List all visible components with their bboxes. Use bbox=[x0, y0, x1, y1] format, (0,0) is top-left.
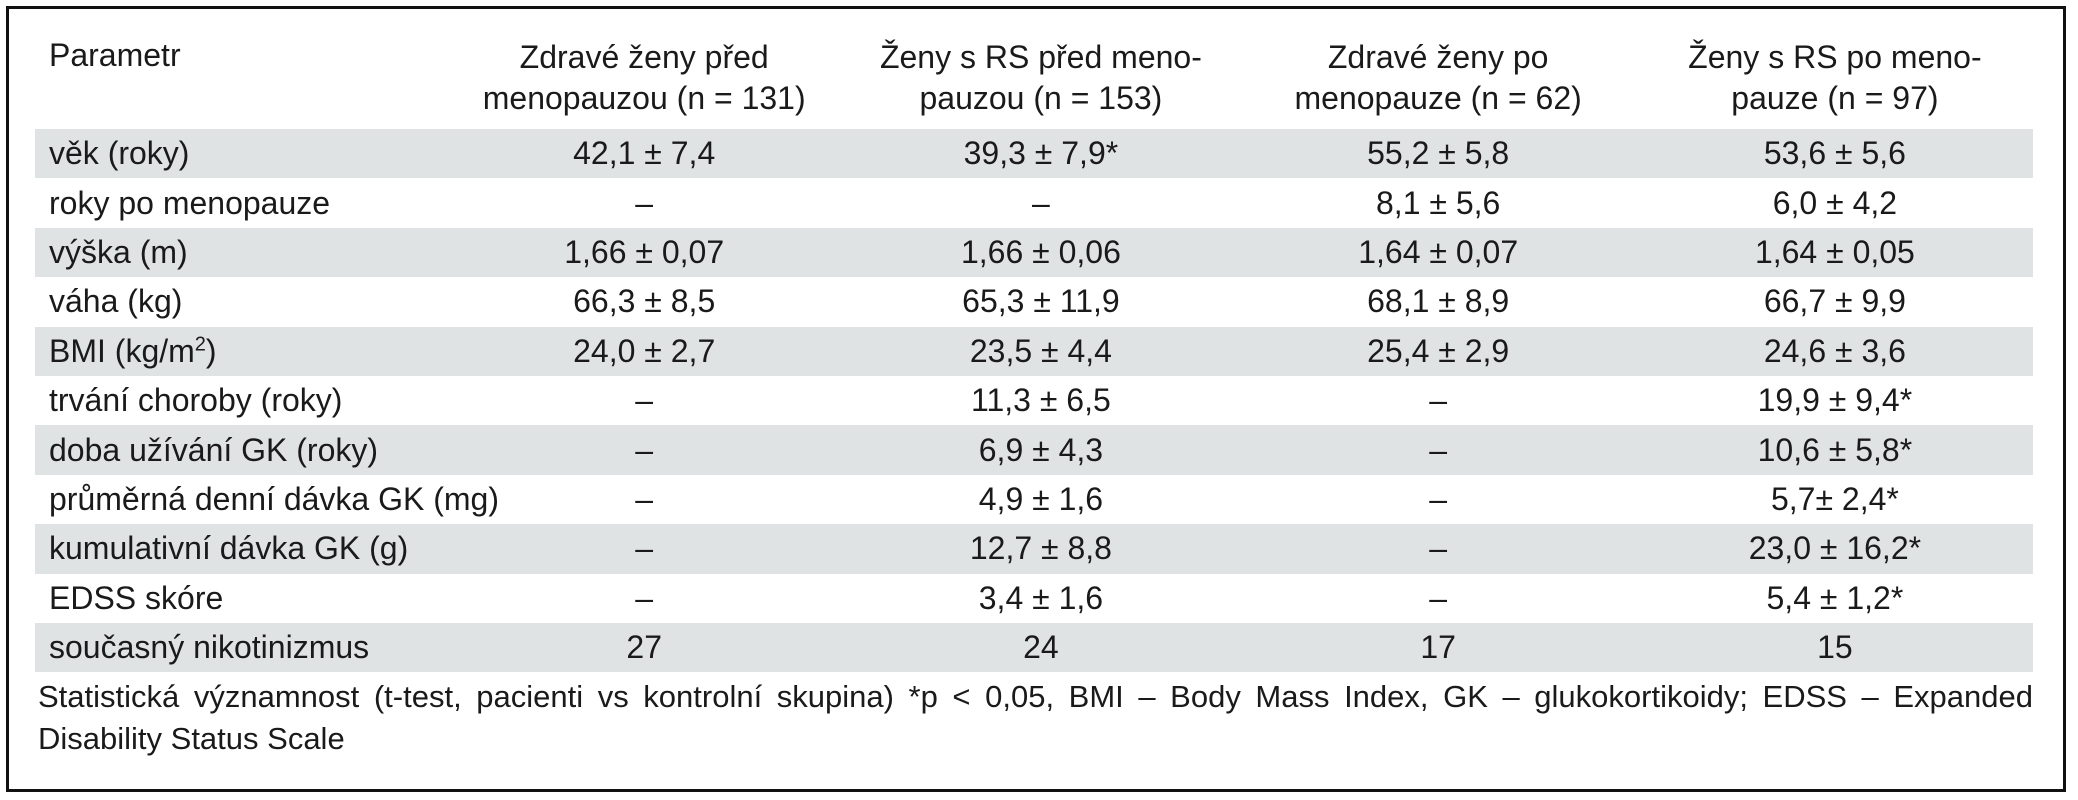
header-ms-post: Ženy s RS po meno- pauze (n = 97) bbox=[1688, 38, 1982, 116]
table-row: současný nikotinizmus 27 24 17 15 bbox=[35, 622, 2033, 673]
table-cell: 23,0 ± 16,2* bbox=[1636, 524, 2033, 574]
table-cell: 5,4 ± 1,2* bbox=[1766, 579, 1904, 616]
table-cell: 5,7± 2,4* bbox=[1770, 480, 1899, 517]
table-row: roky po menopauze – – 8,1 ± 5,6 6,0 ± 4,… bbox=[35, 178, 2033, 227]
table-cell: 8,1 ± 5,6 bbox=[1376, 184, 1501, 221]
table-cell: 1,66 ± 0,06 bbox=[842, 227, 1240, 278]
table-cell: – bbox=[446, 524, 843, 574]
table-cell: – bbox=[635, 184, 654, 221]
data-table: Parametr Zdravé ženy před menopauzou (n … bbox=[35, 26, 2033, 673]
table-cell: – bbox=[1239, 425, 1637, 475]
row-label: BMI (kg/m2) bbox=[35, 326, 447, 376]
row-label: kumulativní dávka GK (g) bbox=[35, 524, 447, 574]
header-ms-pre: Ženy s RS před meno- pauzou (n = 153) bbox=[879, 38, 1202, 116]
table-cell: 1,64 ± 0,07 bbox=[1239, 227, 1637, 278]
table-cell: – bbox=[635, 480, 654, 517]
row-label: váha (kg) bbox=[49, 283, 183, 320]
table-row: doba užívání GK (roky) – 6,9 ± 4,3 – 10,… bbox=[35, 425, 2033, 475]
table-cell: 27 bbox=[446, 622, 843, 673]
table-cell: 42,1 ± 7,4 bbox=[446, 129, 843, 179]
table-cell: – bbox=[1032, 184, 1050, 221]
header-parametr: Parametr bbox=[49, 37, 181, 73]
table-cell: 12,7 ± 8,8 bbox=[842, 524, 1240, 574]
row-label: průměrná denní dávka GK (mg) bbox=[49, 480, 499, 517]
table-row: trvání choroby (roky) – 11,3 ± 6,5 – 19,… bbox=[35, 376, 2033, 425]
table-cell: 6,0 ± 4,2 bbox=[1772, 184, 1898, 221]
row-label: výška (m) bbox=[35, 227, 447, 278]
table-cell: 53,6 ± 5,6 bbox=[1636, 129, 2033, 179]
header-healthy-pre: Zdravé ženy před menopauzou (n = 131) bbox=[482, 38, 806, 116]
table-cell: 25,4 ± 2,9 bbox=[1239, 326, 1637, 376]
table-cell: – bbox=[1429, 480, 1448, 517]
table-cell: 1,64 ± 0,05 bbox=[1636, 227, 2033, 278]
table-cell: 11,3 ± 6,5 bbox=[971, 382, 1111, 419]
table-cell: 17 bbox=[1239, 622, 1637, 673]
header-healthy-post: Zdravé ženy po menopauze (n = 62) bbox=[1294, 38, 1582, 116]
table-cell: 66,7 ± 9,9 bbox=[1763, 283, 1906, 320]
table-cell: 19,9 ± 9,4* bbox=[1757, 382, 1913, 419]
table-cell: 66,3 ± 8,5 bbox=[573, 283, 716, 320]
table-cell: – bbox=[1429, 579, 1448, 616]
table-cell: – bbox=[1429, 382, 1448, 419]
table-cell: 55,2 ± 5,8 bbox=[1239, 129, 1637, 179]
table-cell: 65,3 ± 11,9 bbox=[962, 283, 1120, 320]
table-cell: – bbox=[446, 425, 843, 475]
table-cell: 24,6 ± 3,6 bbox=[1636, 326, 2033, 376]
table-frame bbox=[6, 6, 2066, 792]
row-label: současný nikotinizmus bbox=[35, 622, 447, 673]
table-row: kumulativní dávka GK (g) – 12,7 ± 8,8 – … bbox=[35, 524, 2033, 574]
table-cell: 4,9 ± 1,6 bbox=[978, 480, 1104, 517]
table-cell: 23,5 ± 4,4 bbox=[842, 326, 1240, 376]
row-label: trvání choroby (roky) bbox=[49, 382, 343, 419]
table-cell: – bbox=[1239, 524, 1637, 574]
table-row: věk (roky) 42,1 ± 7,4 39,3 ± 7,9* 55,2 ±… bbox=[35, 129, 2033, 179]
table-cell: 24,0 ± 2,7 bbox=[446, 326, 843, 376]
table-cell: – bbox=[635, 579, 654, 616]
table-cell: 3,4 ± 1,6 bbox=[978, 579, 1104, 616]
row-label: EDSS skóre bbox=[49, 579, 224, 616]
table-cell: 24 bbox=[842, 622, 1240, 673]
table-cell: 6,9 ± 4,3 bbox=[842, 425, 1240, 475]
row-label: roky po menopauze bbox=[49, 184, 331, 221]
table-row: průměrná denní dávka GK (mg) – 4,9 ± 1,6… bbox=[35, 475, 2033, 524]
table-cell: 39,3 ± 7,9* bbox=[842, 129, 1240, 179]
table-cell: 15 bbox=[1636, 622, 2033, 673]
table-cell: – bbox=[635, 382, 654, 419]
header-row: Parametr Zdravé ženy před menopauzou (n … bbox=[35, 26, 2033, 129]
table-row: váha (kg) 66,3 ± 8,5 65,3 ± 11,9 68,1 ± … bbox=[35, 277, 2033, 326]
row-label: doba užívání GK (roky) bbox=[35, 425, 447, 475]
superscript: 2 bbox=[194, 333, 206, 356]
table-footnote: Statistická významnost (t-test, pacienti… bbox=[38, 679, 2033, 756]
table-row: EDSS skóre – 3,4 ± 1,6 – 5,4 ± 1,2* bbox=[35, 574, 2033, 623]
table-cell: 1,66 ± 0,07 bbox=[446, 227, 843, 278]
table-row: BMI (kg/m2) 24,0 ± 2,7 23,5 ± 4,4 25,4 ±… bbox=[35, 326, 2033, 376]
table-cell: 10,6 ± 5,8* bbox=[1636, 425, 2033, 475]
table-cell: 68,1 ± 8,9 bbox=[1367, 283, 1510, 320]
row-label: věk (roky) bbox=[35, 129, 447, 179]
table-row: výška (m) 1,66 ± 0,07 1,66 ± 0,06 1,64 ±… bbox=[35, 227, 2033, 278]
